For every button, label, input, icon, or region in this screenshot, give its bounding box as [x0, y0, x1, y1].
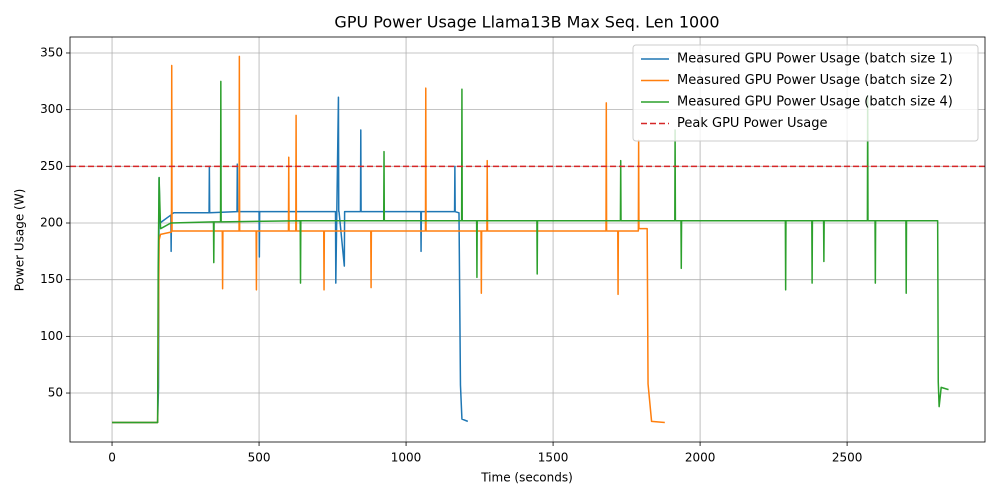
legend-box [632, 44, 979, 142]
legend-label: Measured GPU Power Usage (batch size 4) [677, 95, 953, 110]
x-tick-label: 500 [248, 451, 271, 465]
y-tick-label: 150 [40, 272, 63, 286]
series-line [112, 80, 949, 424]
x-tick-label: 0 [108, 451, 116, 465]
x-tick-label: 1000 [391, 451, 422, 465]
x-tick-label: 2000 [685, 451, 716, 465]
y-tick-label: 350 [40, 45, 63, 59]
x-tick-label: 2500 [832, 451, 863, 465]
grid: 0 500 1000 1500 2000 2500 50 100 150 200 250 300 350 [40, 37, 985, 465]
legend-label: Measured GPU Power Usage (batch size 2) [677, 73, 953, 88]
y-axis-label: Power Usage (W) [13, 189, 27, 292]
series-line [112, 55, 665, 424]
y-tick-label: 200 [40, 216, 63, 230]
axes-frame [69, 36, 986, 443]
y-tick-label: 100 [40, 329, 63, 343]
y-tick-label: 300 [40, 102, 63, 116]
x-tick-label: 1500 [538, 451, 569, 465]
chart-title: GPU Power Usage Llama13B Max Seq. Len 10… [334, 13, 719, 32]
plot-area [70, 55, 985, 424]
series-line [112, 96, 469, 424]
legend-label: Measured GPU Power Usage (batch size 1) [677, 52, 953, 67]
legend: Measured GPU Power Usage (batch size 1) M… [632, 44, 979, 142]
x-axis-label: Time (seconds) [480, 471, 573, 485]
legend-label: Peak GPU Power Usage [677, 116, 828, 131]
y-tick-label: 250 [40, 159, 63, 173]
y-tick-label: 50 [48, 386, 63, 400]
